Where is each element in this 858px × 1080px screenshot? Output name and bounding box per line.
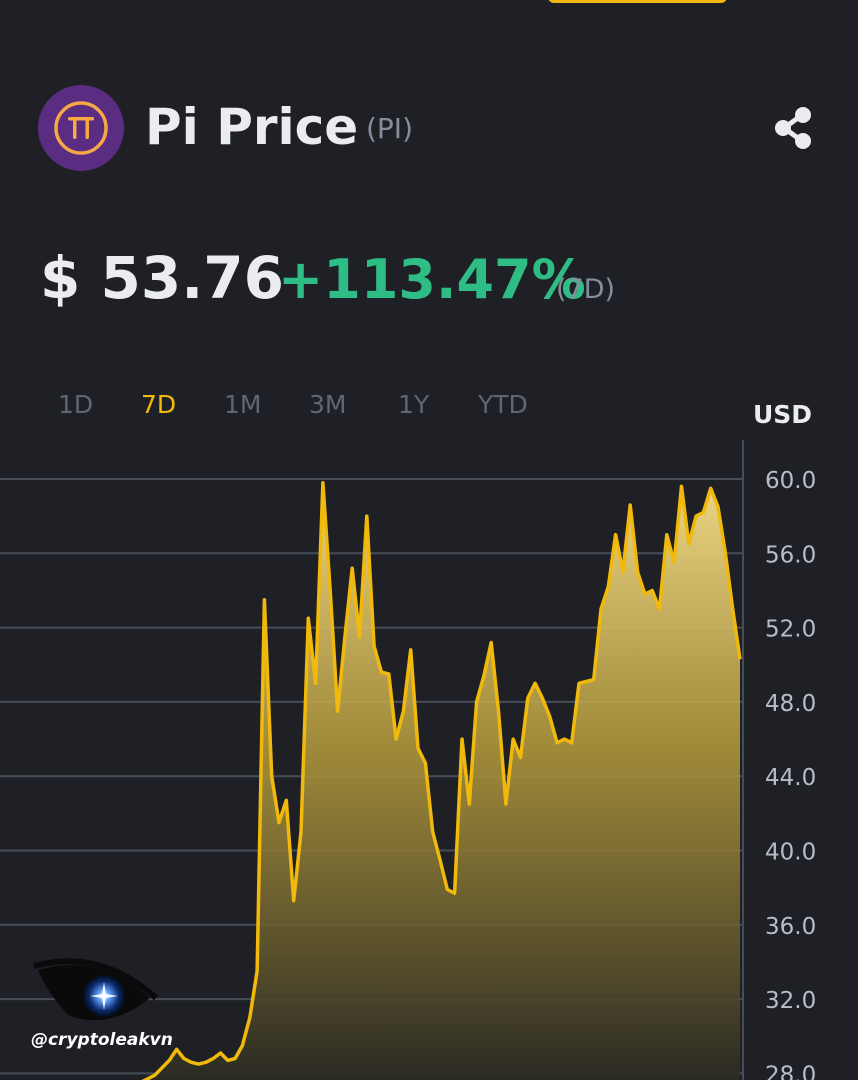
- y-tick-label: 48.0: [765, 691, 816, 717]
- tab-ytd[interactable]: YTD: [478, 390, 528, 419]
- pi-glyph: [68, 117, 94, 139]
- y-axis-labels: 60.0 56.0 52.0 48.0 44.0 40.0 36.0 32.0 28.0: [765, 468, 816, 1080]
- pi-logo-ring: [54, 101, 108, 155]
- y-tick-label: 52.0: [765, 617, 816, 643]
- tab-7d[interactable]: 7D: [141, 390, 177, 419]
- price-line: [141, 480, 742, 1080]
- y-tick-label: 28.0: [765, 1062, 816, 1080]
- y-tick-label: 44.0: [765, 765, 816, 791]
- watermark-eye-logo: [30, 958, 180, 1068]
- price-change-percent: +113.47%: [278, 248, 586, 311]
- y-tick-label: 40.0: [765, 840, 816, 866]
- currency-label: USD: [753, 400, 813, 429]
- top-tab-indicator: [548, 0, 727, 3]
- current-price: $ 53.76: [40, 244, 285, 312]
- time-range-tabs: 1D 7D 1M 3M 1Y YTD: [0, 390, 600, 426]
- tab-1m[interactable]: 1M: [224, 390, 262, 419]
- tab-1y[interactable]: 1Y: [398, 390, 430, 419]
- y-tick-label: 60.0: [765, 468, 816, 494]
- share-icon[interactable]: [770, 104, 818, 152]
- change-period: (7D): [556, 274, 616, 305]
- ticker-symbol: (PI): [366, 112, 413, 145]
- watermark-handle: @cryptoleakvn: [31, 1030, 173, 1050]
- y-tick-label: 36.0: [765, 914, 816, 940]
- page-title: Pi Price: [145, 98, 359, 156]
- price-area: [140, 482, 740, 1080]
- tab-3m[interactable]: 3M: [309, 390, 347, 419]
- y-tick-label: 56.0: [765, 542, 816, 568]
- y-tick-label: 32.0: [765, 988, 816, 1014]
- pi-logo-icon: [38, 85, 124, 171]
- tab-1d[interactable]: 1D: [58, 390, 94, 419]
